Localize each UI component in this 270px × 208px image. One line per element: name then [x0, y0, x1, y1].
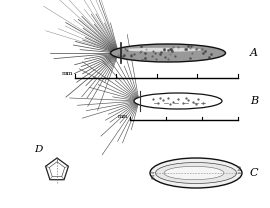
Ellipse shape [150, 158, 242, 188]
Ellipse shape [164, 166, 224, 180]
Polygon shape [46, 158, 68, 180]
Ellipse shape [156, 162, 237, 183]
Ellipse shape [110, 44, 225, 62]
Text: A: A [250, 48, 258, 58]
Text: B: B [250, 96, 258, 106]
Ellipse shape [123, 48, 203, 52]
Text: D: D [35, 145, 43, 154]
Text: C: C [250, 168, 258, 178]
Ellipse shape [134, 93, 222, 109]
Text: mm: mm [62, 71, 73, 76]
Text: mm: mm [117, 114, 128, 119]
Polygon shape [49, 162, 65, 177]
